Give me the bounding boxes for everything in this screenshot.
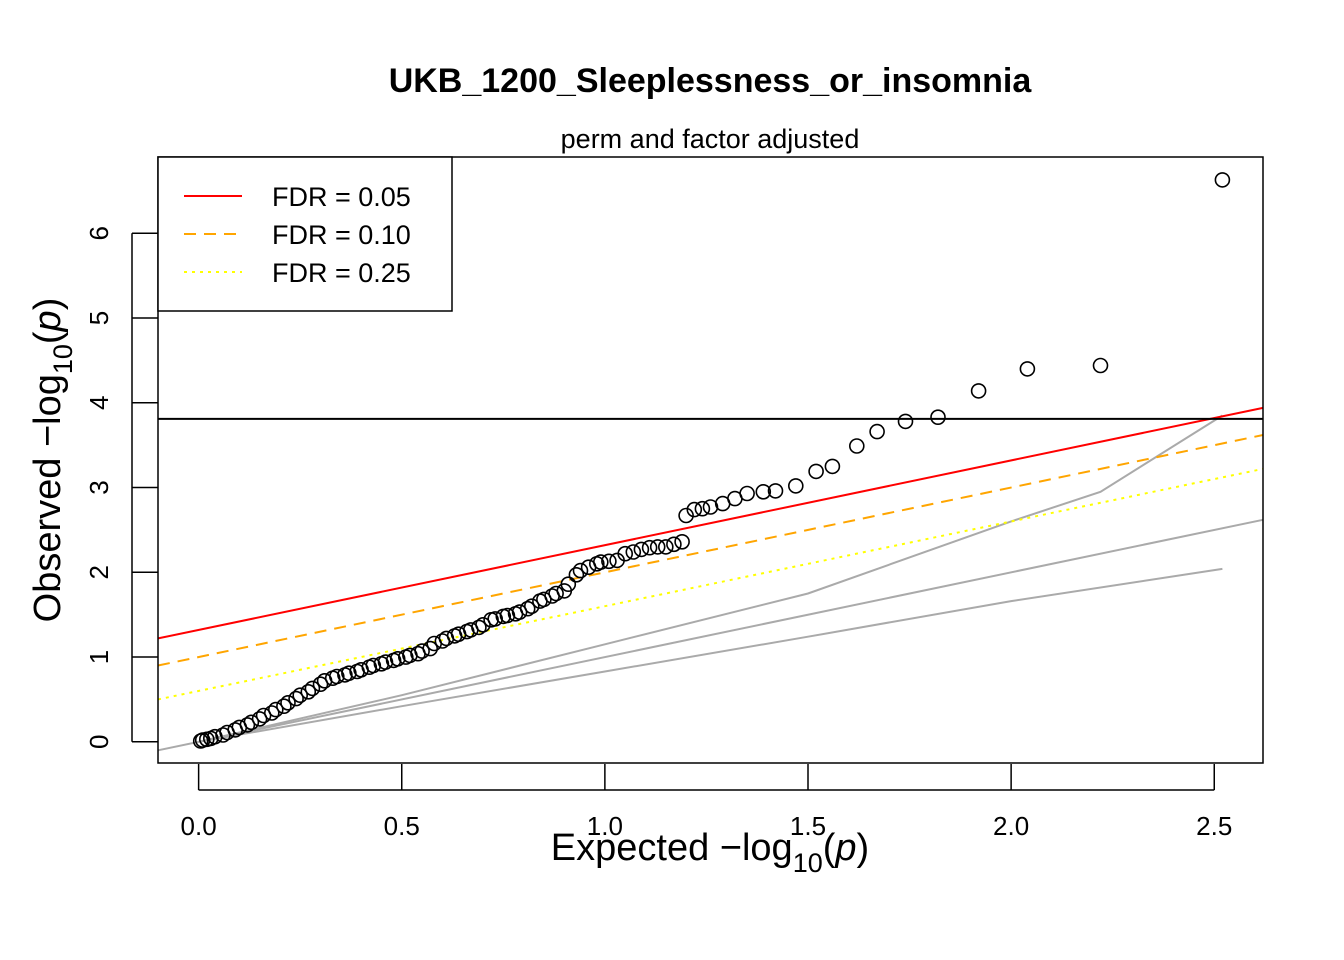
legend: FDR = 0.05 FDR = 0.10 FDR = 0.25: [157, 156, 453, 312]
data-point: [434, 633, 451, 649]
x-axis-label-prefix: Expected −log: [551, 827, 793, 869]
data-point: [1214, 172, 1231, 188]
data-point: [633, 541, 650, 558]
data-point: [787, 478, 804, 494]
data-point: [897, 413, 914, 430]
x-axis-label: Expected −log10(p): [551, 827, 869, 878]
y-tick-label: 1: [84, 650, 114, 664]
x-tick-label: 1.0: [587, 811, 623, 841]
data-point: [970, 383, 987, 399]
y-tick-label: 3: [84, 480, 114, 494]
x-tick-label: 2.5: [1196, 811, 1232, 841]
data-point: [263, 705, 280, 721]
data-point: [548, 585, 564, 602]
data-point: [507, 605, 524, 622]
data-point: [824, 458, 841, 475]
data-point: [568, 566, 585, 583]
data-point: [674, 533, 690, 550]
data-point: [572, 562, 589, 579]
y-axis-label: Observed −log10(p): [27, 298, 78, 623]
data-point: [869, 423, 885, 440]
data-point: [588, 555, 605, 572]
x-tick-label: 1.5: [790, 811, 826, 841]
data-point: [267, 701, 284, 718]
data-point: [641, 539, 658, 556]
data-point: [848, 438, 865, 454]
data-point: [337, 667, 353, 683]
x-axis-label-paren-close: ): [857, 827, 870, 869]
data-point: [397, 649, 414, 665]
data-point: [251, 711, 268, 727]
chart-title: UKB_1200_Sleeplessness_or_insomnia: [389, 62, 1033, 100]
y-tick-label: 6: [84, 226, 114, 240]
data-point: [300, 683, 317, 700]
data-point: [930, 409, 946, 426]
x-tick-label: 2.0: [993, 811, 1029, 841]
data-point: [312, 676, 329, 693]
y-axis-label-paren-close: ): [27, 298, 69, 311]
y-tick-label: 4: [84, 396, 114, 410]
data-point: [808, 463, 824, 480]
data-point: [316, 672, 333, 689]
data-point: [288, 690, 304, 707]
data-points: [192, 172, 1231, 749]
data-point: [1092, 357, 1109, 374]
data-point: [755, 483, 772, 500]
data-point: [523, 598, 540, 615]
y-axis-label-arg: p: [27, 310, 69, 332]
reference-line-3: [198, 567, 1223, 743]
data-point: [609, 552, 625, 569]
fdr-line-3: [157, 467, 1264, 701]
data-point: [657, 539, 674, 555]
data-point: [192, 733, 209, 749]
data-point: [601, 553, 617, 570]
y-tick-label: 2: [84, 565, 114, 579]
legend-label-1: FDR = 0.05: [272, 182, 411, 212]
plot-frame: [157, 156, 1264, 764]
y-axis: 0 1 2 3 4 5 6: [84, 226, 158, 749]
legend-label-2: FDR = 0.10: [272, 220, 411, 250]
y-tick-label: 0: [84, 735, 114, 749]
data-point: [255, 707, 272, 724]
data-point: [686, 501, 703, 518]
x-axis-label-subscript: 10: [793, 848, 823, 878]
y-axis-label-prefix: Observed −log: [27, 374, 69, 622]
x-axis-label-arg: p: [834, 827, 856, 869]
data-point: [483, 611, 499, 628]
reference-line-1: [157, 518, 1264, 752]
fdr-lines: [157, 406, 1264, 701]
fdr-line-2: [157, 434, 1264, 667]
data-point: [276, 698, 292, 715]
reference-lines: [157, 414, 1264, 752]
y-axis-label-subscript: 10: [48, 344, 78, 374]
y-axis-label-paren-open: (: [27, 331, 69, 344]
data-point: [666, 536, 682, 553]
x-axis: 0.0 0.5 1.0 1.5 2.0 2.5: [181, 764, 1232, 841]
fdr-line-1: [157, 406, 1264, 640]
y-tick-label: 5: [84, 311, 114, 325]
x-axis-label-paren-open: (: [823, 827, 836, 869]
data-point: [324, 670, 341, 687]
legend-label-3: FDR = 0.25: [272, 258, 411, 288]
chart-subtitle: perm and factor adjusted: [561, 124, 860, 154]
data-point: [373, 655, 390, 672]
data-point: [304, 680, 321, 697]
x-tick-label: 0.5: [384, 811, 420, 841]
data-point: [1019, 361, 1036, 377]
data-point: [649, 539, 666, 555]
data-point: [280, 694, 296, 711]
x-tick-label: 0.0: [181, 811, 217, 841]
data-point: [292, 687, 309, 704]
data-point: [532, 593, 548, 609]
data-point: [580, 559, 597, 576]
data-point: [694, 500, 711, 517]
data-point: [767, 483, 784, 499]
data-point: [625, 544, 642, 560]
data-point: [678, 507, 694, 524]
reference-line-2: [198, 414, 1223, 743]
data-point: [426, 635, 443, 652]
data-point: [702, 499, 719, 515]
